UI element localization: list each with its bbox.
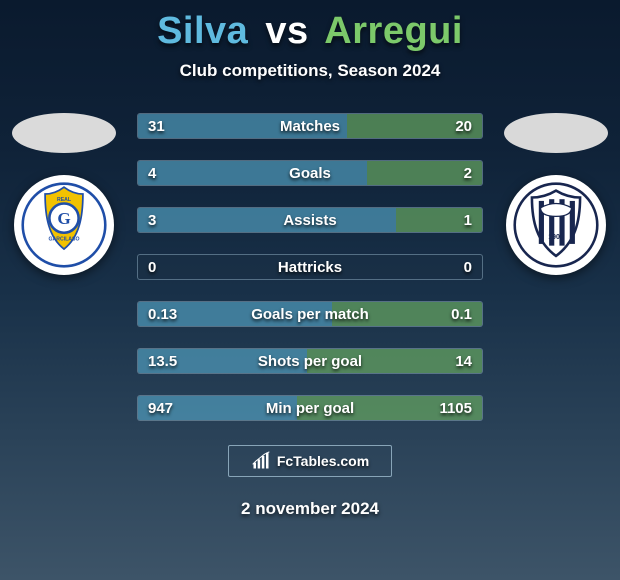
stat-value-right: 0.1 <box>451 306 472 323</box>
brand-box: FcTables.com <box>228 445 392 477</box>
left-side: G GARCILASO REAL <box>9 113 119 275</box>
player1-avatar-placeholder <box>12 113 116 153</box>
stat-row: 4 Goals 2 <box>137 160 483 186</box>
stat-row: 13.5 Shots per goal 14 <box>137 348 483 374</box>
stat-value-left: 0 <box>148 259 156 276</box>
brand-label: FcTables.com <box>277 453 369 469</box>
stat-label: Goals per match <box>251 306 369 323</box>
stat-value-left: 4 <box>148 165 156 182</box>
player2-name: Arregui <box>324 10 463 52</box>
stat-row: 3 Assists 1 <box>137 207 483 233</box>
page-title: Silva vs Arregui <box>0 0 620 53</box>
vs-text: vs <box>265 10 308 52</box>
player2-avatar-placeholder <box>504 113 608 153</box>
stat-row: 31 Matches 20 <box>137 113 483 139</box>
stat-value-right: 14 <box>455 353 472 370</box>
stat-value-right: 0 <box>464 259 472 276</box>
stat-fill-left <box>138 161 367 185</box>
stat-row: 0 Hattricks 0 <box>137 254 483 280</box>
svg-text:REAL: REAL <box>57 197 71 203</box>
right-side: 1901 <box>501 113 611 275</box>
stat-value-right: 2 <box>464 165 472 182</box>
stat-value-left: 3 <box>148 212 156 229</box>
real-garcilaso-crest-icon: G GARCILASO REAL <box>21 182 107 268</box>
date-label: 2 november 2024 <box>0 499 620 519</box>
stat-label: Matches <box>280 118 340 135</box>
stat-value-left: 0.13 <box>148 306 177 323</box>
svg-text:GARCILASO: GARCILASO <box>49 236 80 242</box>
stat-label: Min per goal <box>266 400 354 417</box>
stat-value-left: 13.5 <box>148 353 177 370</box>
stat-value-right: 1105 <box>439 400 472 417</box>
player1-name: Silva <box>157 10 248 52</box>
stat-row: 0.13 Goals per match 0.1 <box>137 301 483 327</box>
alianza-lima-crest-icon: 1901 <box>513 182 599 268</box>
stat-value-left: 947 <box>148 400 173 417</box>
svg-text:1901: 1901 <box>548 234 563 241</box>
right-club-badge: 1901 <box>506 175 606 275</box>
stat-label: Assists <box>283 212 336 229</box>
stat-row: 947 Min per goal 1105 <box>137 395 483 421</box>
stat-value-right: 20 <box>455 118 472 135</box>
stat-fill-left <box>138 208 396 232</box>
content-area: G GARCILASO REAL 31 Matches 20 4 Goals 2 3 Assi… <box>0 113 620 421</box>
svg-text:G: G <box>57 209 70 228</box>
chart-icon <box>251 451 271 471</box>
subtitle: Club competitions, Season 2024 <box>0 61 620 81</box>
left-club-badge: G GARCILASO REAL <box>14 175 114 275</box>
stat-label: Hattricks <box>278 259 342 276</box>
stat-label: Shots per goal <box>258 353 362 370</box>
stats-table: 31 Matches 20 4 Goals 2 3 Assists 1 0 Hattricks 0 0.… <box>137 113 483 421</box>
stat-value-right: 1 <box>464 212 472 229</box>
stat-value-left: 31 <box>148 118 165 135</box>
stat-label: Goals <box>289 165 331 182</box>
